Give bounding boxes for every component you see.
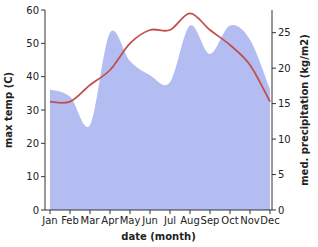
x-tick-label: Jan: [41, 215, 57, 226]
y-tick-label: 30: [26, 105, 39, 116]
y2-axis-line: [272, 10, 273, 210]
x-tick: [70, 210, 71, 214]
x-tick-label: Jul: [163, 215, 176, 226]
y2-tick: [272, 32, 276, 33]
x-tick-label: Apr: [101, 215, 119, 226]
x-tick: [250, 210, 251, 214]
x-tick: [190, 210, 191, 214]
x-tick-label: Oct: [221, 215, 238, 226]
y2-tick-label: 25: [278, 27, 291, 38]
y2-tick: [272, 139, 276, 140]
y2-tick-label: 0: [278, 205, 284, 216]
y-tick: [41, 176, 45, 177]
x-tick-label: May: [120, 215, 141, 226]
y2-tick-label: 5: [278, 169, 284, 180]
y-tick-label: 20: [26, 138, 39, 149]
y-tick-label: 0: [33, 205, 39, 216]
x-tick: [170, 210, 171, 214]
y2-tick: [272, 103, 276, 104]
x-tick: [110, 210, 111, 214]
y-tick-label: 40: [26, 71, 39, 82]
y-axis-label: max temp (C): [3, 72, 14, 148]
x-tick-label: Aug: [180, 215, 200, 226]
y2-axis-label: med. precipitation (kg/m2): [299, 34, 310, 186]
x-axis-line: [45, 210, 272, 211]
x-tick: [130, 210, 131, 214]
y2-tick-label: 10: [278, 134, 291, 145]
x-tick-label: Mar: [81, 215, 101, 226]
x-tick: [50, 210, 51, 214]
y2-tick-label: 15: [278, 98, 291, 109]
y2-tick: [272, 210, 276, 211]
y2-tick-label: 20: [278, 63, 291, 74]
x-tick: [210, 210, 211, 214]
precipitation-area: [50, 25, 270, 210]
y2-tick: [272, 68, 276, 69]
x-axis-label: date (month): [121, 231, 195, 242]
y-tick-label: 60: [26, 5, 39, 16]
x-tick-label: Nov: [240, 215, 260, 226]
x-tick: [90, 210, 91, 214]
x-tick-label: Jun: [141, 215, 158, 226]
y2-tick: [272, 174, 276, 175]
y-tick: [41, 210, 45, 211]
temperature-line: [50, 13, 270, 103]
axes: 01020304050600510152025JanFebMarAprMayJu…: [26, 5, 290, 227]
x-tick: [150, 210, 151, 214]
x-tick: [230, 210, 231, 214]
chart: 01020304050600510152025JanFebMarAprMayJu…: [0, 0, 318, 247]
y-tick: [41, 10, 45, 11]
x-tick-label: Feb: [61, 215, 79, 226]
x-tick-label: Sep: [201, 215, 220, 226]
y-tick-label: 50: [26, 38, 39, 49]
x-tick: [270, 210, 271, 214]
y-tick-label: 10: [26, 171, 39, 182]
y-tick: [41, 110, 45, 111]
y-tick: [41, 43, 45, 44]
plot-data: [50, 13, 270, 210]
y-tick: [41, 143, 45, 144]
y-tick: [41, 76, 45, 77]
x-tick-label: Dec: [260, 215, 279, 226]
